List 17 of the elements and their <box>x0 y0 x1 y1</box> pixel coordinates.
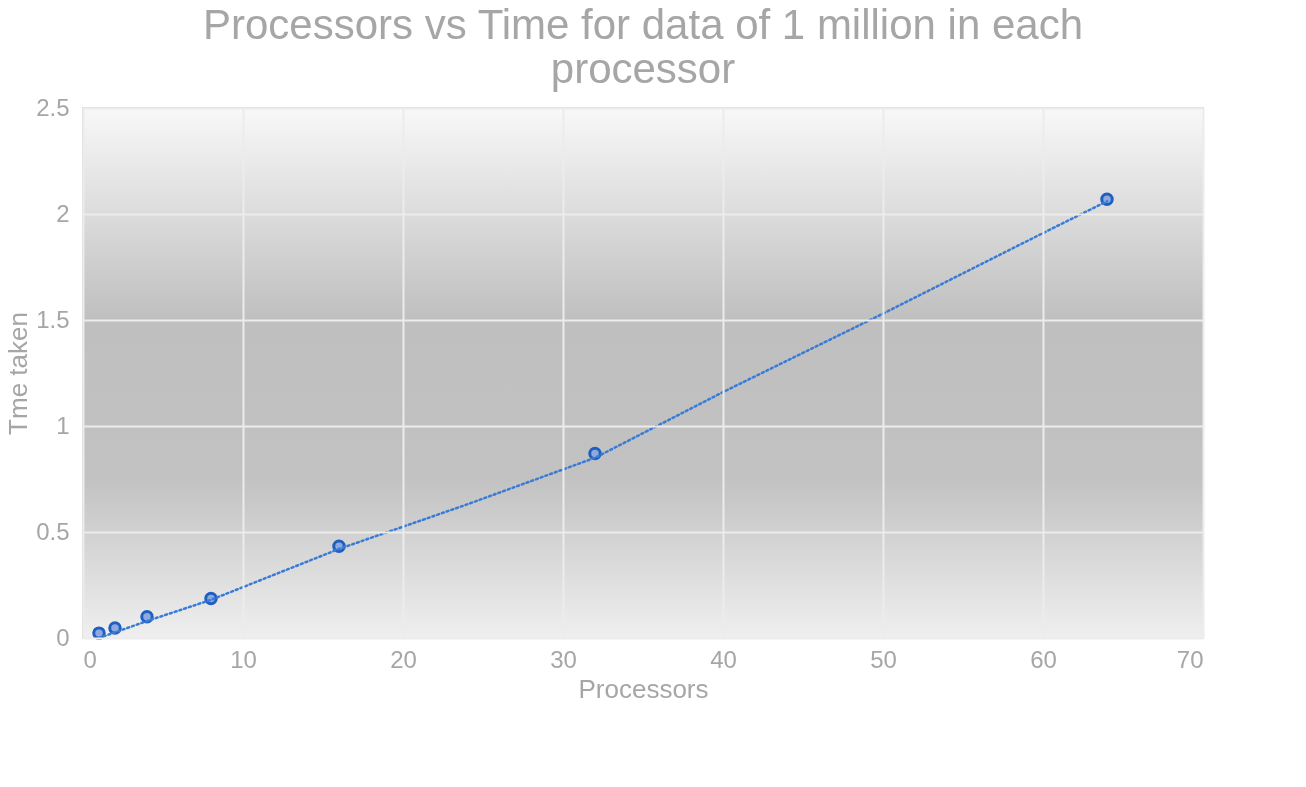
y-tick-label: 1.5 <box>36 305 70 333</box>
chart-title: Processors vs Time for data of 1 million in each processor <box>202 1 1084 92</box>
y-tick-label: 1 <box>56 411 70 439</box>
x-tick-label: 50 <box>870 645 897 673</box>
x-tick-label: 70 <box>1176 645 1204 673</box>
x-tick-label: 0 <box>83 645 97 673</box>
y-axis-title: Tme taken <box>3 312 34 435</box>
x-tick-label: 40 <box>710 645 737 673</box>
x-tick-label: 60 <box>1030 645 1057 673</box>
y-tick-label: 0.5 <box>36 517 70 545</box>
y-tick-label: 2.5 <box>36 93 70 121</box>
x-axis-title: Processors <box>578 673 709 704</box>
x-tick-label: 30 <box>550 645 577 673</box>
y-tick-label: 2 <box>56 199 70 227</box>
x-tick-label: 20 <box>390 645 417 673</box>
y-tick-label: 0 <box>56 623 70 651</box>
x-tick-label: 10 <box>230 645 257 673</box>
